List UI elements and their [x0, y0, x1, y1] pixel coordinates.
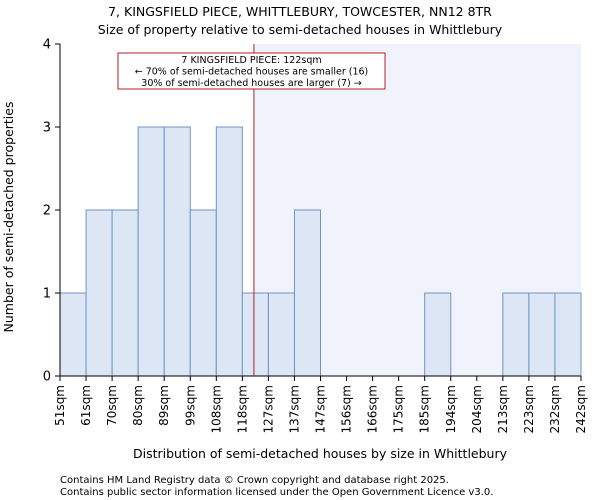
x-tick-label: 70sqm — [105, 385, 119, 426]
y-tick-label: 1 — [43, 287, 51, 302]
bar — [424, 292, 452, 377]
bar — [111, 209, 139, 377]
x-tick-label: 127sqm — [261, 385, 275, 433]
chart-title: 7, KINGSFIELD PIECE, WHITTLEBURY, TOWCES… — [108, 4, 492, 19]
x-tick-label: 51sqm — [53, 385, 67, 426]
bar — [59, 292, 87, 377]
x-tick-label: 99sqm — [183, 385, 197, 426]
annotation-box — [117, 52, 386, 90]
annotation-line-2: ← 70% of semi-detached houses are smalle… — [135, 67, 369, 78]
annotation-line-1: 7 KINGSFIELD PIECE: 122sqm — [181, 55, 321, 66]
x-tick-label: 185sqm — [418, 385, 432, 433]
x-tick-label: 232sqm — [548, 385, 562, 433]
bar — [528, 292, 556, 377]
footer-line-1: Contains HM Land Registry data © Crown c… — [60, 475, 449, 486]
x-tick-label: 223sqm — [522, 385, 536, 433]
x-tick-label: 147sqm — [314, 385, 328, 433]
x-tick-label: 108sqm — [209, 385, 223, 433]
bar — [163, 126, 191, 377]
chart-subtitle: Size of property relative to semi-detach… — [98, 22, 503, 37]
bar — [293, 209, 322, 377]
bar — [189, 209, 217, 377]
x-tick-label: 137sqm — [287, 385, 301, 433]
x-tick-label: 166sqm — [366, 385, 380, 433]
y-tick-label: 2 — [43, 204, 51, 219]
y-tick-label: 4 — [43, 38, 51, 53]
x-tick-label: 175sqm — [392, 385, 406, 433]
x-tick-label: 89sqm — [157, 385, 171, 426]
x-tick-label: 242sqm — [574, 385, 588, 433]
y-tick-label: 3 — [43, 121, 51, 136]
y-tick-label: 0 — [43, 370, 51, 385]
x-tick-label: 213sqm — [496, 385, 510, 433]
x-tick-label: 194sqm — [444, 385, 458, 433]
bar — [554, 292, 582, 377]
x-axis-label: Distribution of semi-detached houses by … — [133, 446, 508, 461]
footer-line-2: Contains public sector information licen… — [60, 487, 493, 498]
annotation-line-3: 30% of semi-detached houses are larger (… — [141, 78, 361, 89]
bar — [241, 292, 269, 377]
bar — [215, 126, 243, 377]
x-tick-label: 61sqm — [79, 385, 93, 426]
bar — [137, 126, 165, 377]
x-tick-label: 156sqm — [340, 385, 354, 433]
bar — [267, 292, 295, 377]
y-axis-label: Number of semi-detached properties — [1, 102, 16, 333]
bar — [502, 292, 530, 377]
x-tick-label: 80sqm — [131, 385, 145, 426]
x-tick-label: 204sqm — [470, 385, 484, 433]
x-tick-label: 118sqm — [235, 385, 249, 433]
plot-area: 0 1 2 3 4 51sqm 61sqm 70sqm 80sqm 89sqm 99sqm 108sq… — [43, 38, 588, 434]
bar — [85, 209, 113, 377]
